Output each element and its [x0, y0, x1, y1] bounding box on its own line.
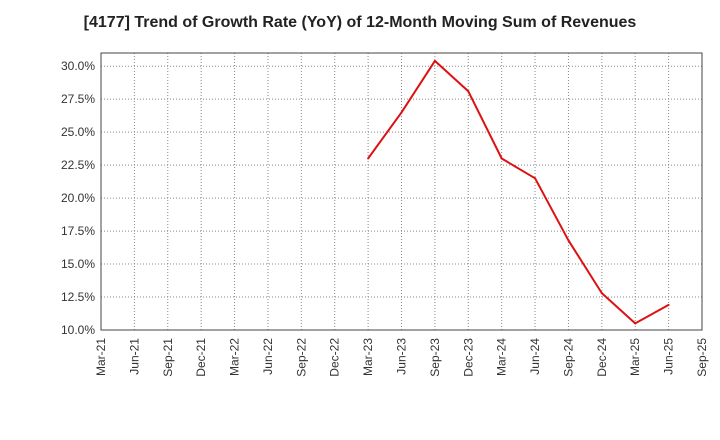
- y-tick-label: 12.5%: [61, 290, 95, 304]
- x-tick-label: Jun-23: [395, 338, 409, 375]
- plot-area-border: [100, 52, 703, 331]
- x-tick-label: Sep-25: [695, 338, 709, 377]
- data-point: [667, 303, 670, 306]
- x-tick-label: Dec-22: [328, 338, 342, 377]
- y-tick-label: 27.5%: [61, 92, 95, 106]
- y-tick-label: 30.0%: [61, 59, 95, 73]
- data-point: [534, 177, 537, 180]
- y-tick-label: 20.0%: [61, 191, 95, 205]
- y-tick-label: 25.0%: [61, 125, 95, 139]
- data-point: [500, 157, 503, 160]
- x-tick-label: Sep-23: [428, 338, 442, 377]
- data-point: [433, 59, 436, 62]
- x-tick-label: Sep-24: [561, 338, 575, 377]
- y-tick-label: 15.0%: [61, 257, 95, 271]
- data-point: [467, 90, 470, 93]
- x-tick-label: Dec-21: [194, 338, 208, 377]
- y-tick-label: 22.5%: [61, 158, 95, 172]
- data-point: [600, 292, 603, 295]
- x-tick-label: Mar-23: [361, 338, 375, 376]
- series-line: [367, 59, 670, 325]
- x-tick-label: Sep-22: [294, 338, 308, 377]
- data-point: [634, 322, 637, 325]
- y-tick-label: 10.0%: [61, 323, 95, 337]
- x-tick-label: Sep-21: [161, 338, 175, 377]
- x-tick-label: Jun-22: [261, 338, 275, 375]
- x-tick-label: Dec-24: [595, 338, 609, 377]
- x-tick-label: Jun-24: [528, 338, 542, 375]
- chart-title: [4177] Trend of Growth Rate (YoY) of 12-…: [83, 14, 637, 31]
- x-tick-label: Jun-25: [662, 338, 676, 375]
- x-tick-label: Mar-25: [628, 338, 642, 376]
- x-tick-label: Mar-21: [94, 338, 108, 376]
- x-tick-label: Dec-23: [461, 338, 475, 377]
- x-tick-label: Mar-24: [495, 338, 509, 376]
- x-tick-label: Jun-21: [127, 338, 141, 375]
- y-tick-label: 17.5%: [61, 224, 95, 238]
- data-point: [567, 239, 570, 242]
- data-point: [400, 111, 403, 114]
- data-point: [367, 157, 370, 160]
- x-tick-label: Mar-22: [228, 338, 242, 376]
